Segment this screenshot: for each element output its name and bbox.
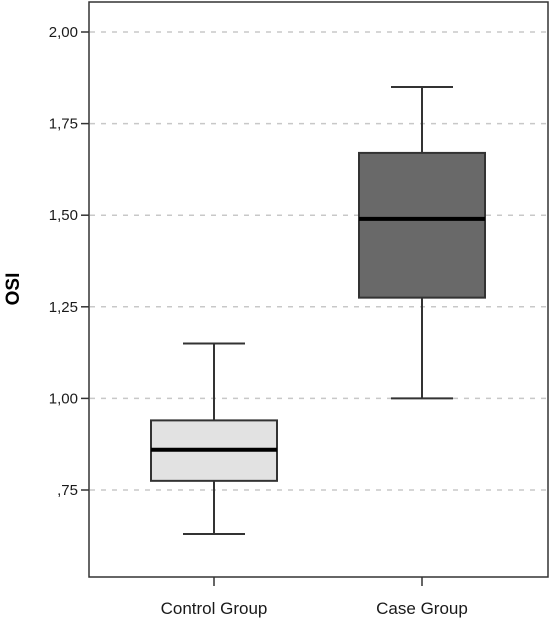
box-case-group	[358, 85, 486, 400]
boxes	[150, 85, 486, 535]
x-tick-label: Control Group	[161, 599, 268, 618]
x-axis: Control Group Case Group	[161, 577, 468, 618]
x-tick-label: Case Group	[376, 599, 468, 618]
y-tick-label: 1,25	[49, 299, 78, 316]
y-tick-label: 2,00	[49, 24, 78, 41]
y-tick-label: 1,00	[49, 390, 78, 407]
y-tick-label: 1,75	[49, 116, 78, 133]
y-tick-label: ,75	[57, 482, 78, 499]
y-tick-label: 1,50	[49, 207, 78, 224]
y-axis-title: OSI	[3, 273, 24, 306]
y-axis: ,75 1,00 1,25 1,50 1,75 2,00	[49, 24, 89, 499]
box-control-group	[150, 342, 278, 535]
iqr-box	[358, 151, 486, 299]
